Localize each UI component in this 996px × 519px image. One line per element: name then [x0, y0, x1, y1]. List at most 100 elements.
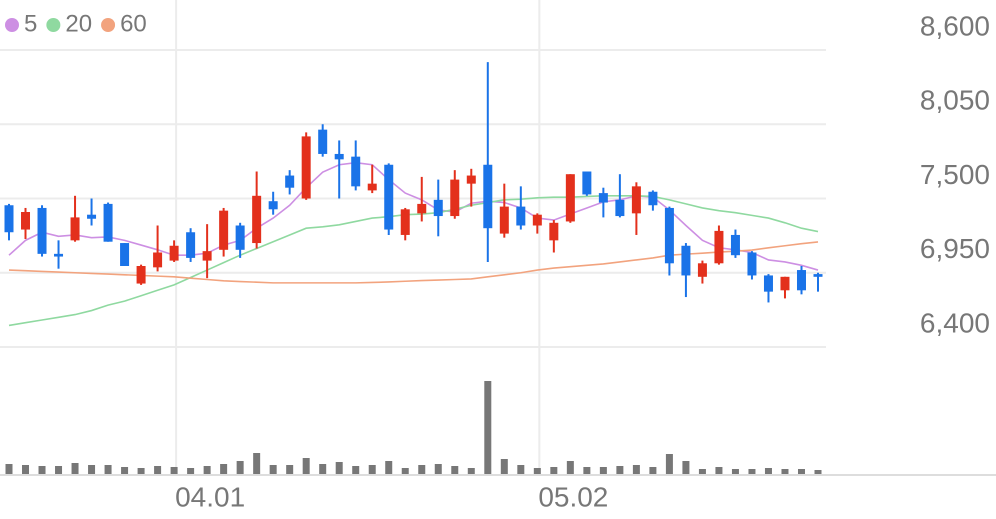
candle-body: [631, 186, 641, 214]
volume-bar: [517, 465, 525, 474]
candle-body: [54, 253, 64, 257]
volume-bar: [352, 466, 360, 474]
volume-bar: [253, 453, 261, 474]
x-tick-label: 04.01: [175, 481, 245, 512]
candle-body: [169, 245, 179, 261]
y-tick-label: 6,400: [920, 307, 990, 338]
volume-bar: [467, 468, 475, 474]
volume-bar: [220, 464, 228, 474]
volume-bar: [71, 463, 79, 474]
volume-bar: [500, 459, 508, 474]
candle-body: [37, 207, 47, 254]
ma-line: [8, 241, 819, 284]
volume-bar: [715, 467, 723, 474]
legend-marker: [46, 18, 61, 32]
legend-label: 60: [120, 10, 147, 37]
volume-bar: [154, 466, 162, 474]
candle-body: [318, 129, 328, 154]
candle-body: [351, 156, 361, 187]
volume-bar: [104, 465, 112, 474]
candle-body: [796, 270, 806, 291]
volume-bar: [88, 465, 96, 474]
candle-body: [136, 266, 146, 284]
candle-body: [780, 276, 790, 291]
candle-body: [153, 252, 163, 268]
candle-body: [334, 153, 344, 160]
volume-bar: [302, 458, 310, 474]
candle-body: [252, 195, 262, 244]
candle-body: [4, 205, 14, 233]
volume-bar: [682, 461, 690, 474]
candle-body: [483, 164, 493, 229]
volume-bar: [434, 464, 442, 474]
volume-bar: [764, 468, 772, 474]
candle-body: [202, 251, 212, 261]
candle-body: [714, 230, 724, 264]
candle-body: [219, 210, 229, 250]
volume-bar: [533, 468, 541, 474]
volume-bar: [781, 469, 789, 474]
volume-bar: [38, 466, 46, 474]
candle-body: [70, 217, 80, 241]
volume-bar: [401, 468, 409, 474]
volume-bar: [797, 469, 805, 474]
legend-label: 5: [24, 10, 37, 37]
volume-bar: [22, 465, 30, 474]
candle-body: [384, 164, 394, 230]
volume-bar: [599, 467, 607, 474]
candle-body: [301, 136, 311, 199]
x-tick-label: 05.02: [538, 481, 608, 512]
legend-marker: [5, 18, 19, 32]
volume-bar: [170, 467, 178, 474]
volume-bar: [335, 462, 343, 474]
candle-body: [697, 263, 707, 277]
volume-bar: [5, 464, 13, 474]
candle-body: [549, 222, 559, 241]
volume-bar: [121, 467, 129, 474]
candle-body: [582, 171, 592, 195]
candle-body: [763, 275, 773, 292]
candle-body: [87, 214, 97, 219]
volume-bar: [748, 469, 756, 474]
candle-body: [285, 175, 295, 188]
legend-label: 20: [65, 10, 92, 37]
y-tick-label: 8,600: [920, 10, 990, 41]
volume-bar: [814, 470, 822, 474]
candle-body: [598, 193, 608, 203]
volume-bar: [566, 461, 574, 474]
candle-body: [268, 201, 278, 210]
candle-body: [450, 179, 460, 217]
candle-body: [499, 206, 509, 234]
volume-bar: [698, 469, 706, 474]
volume-bar: [236, 461, 244, 474]
candle-body: [103, 203, 113, 242]
candle-body: [417, 203, 427, 214]
volume-bar: [319, 464, 327, 474]
volume-bar: [187, 468, 195, 474]
volume-bar: [583, 467, 591, 474]
volume-bar: [203, 466, 211, 474]
candle-body: [367, 183, 377, 191]
candle-body: [730, 234, 740, 256]
candle-body: [21, 212, 31, 230]
candle-body: [235, 225, 245, 250]
volume-bar: [286, 465, 294, 474]
volume-bar: [550, 467, 558, 474]
candle-body: [400, 209, 410, 235]
candle-body: [681, 245, 691, 276]
candle-body: [433, 199, 443, 217]
y-tick-label: 6,950: [920, 233, 990, 264]
ma-line: [8, 161, 819, 271]
candle-body: [120, 243, 130, 266]
volume-bar: [731, 469, 739, 474]
volume-bar: [137, 468, 145, 474]
y-tick-label: 7,500: [920, 159, 990, 190]
candle-body: [516, 206, 526, 226]
volume-bar: [451, 466, 459, 474]
candle-body: [466, 175, 476, 184]
candle-body: [648, 191, 658, 206]
candle-body: [186, 232, 196, 258]
volume-bar: [632, 465, 640, 474]
candle-body: [565, 174, 575, 222]
